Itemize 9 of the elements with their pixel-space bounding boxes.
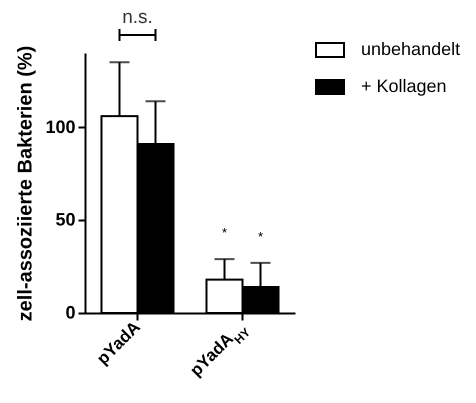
annotation: * [222,225,228,240]
legend-label: unbehandelt [361,39,460,59]
annotation: * [258,228,264,244]
text: n.s. [122,7,153,28]
y-axis-title: zell-assoziierte Bakterien (%) [14,46,36,322]
y-tick-label: 50 [55,210,76,230]
legend-label: + Kollagen [361,76,447,96]
y-tick-label: 100 [45,116,76,137]
y-tick-label: 0 [65,302,76,322]
